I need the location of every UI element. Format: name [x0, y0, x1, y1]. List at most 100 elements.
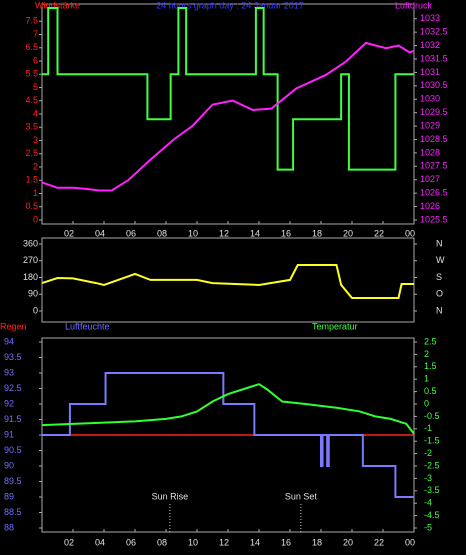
y-axis-label: Luftfeuchte [65, 321, 110, 331]
annotation: Sun Set [285, 491, 318, 501]
y-tick-label: 91 [4, 429, 14, 439]
x-tick-label: 08 [157, 228, 167, 238]
series-line [41, 383, 415, 435]
series-line [41, 264, 414, 299]
x-tick-label: 10 [188, 537, 198, 547]
chart-title: 24 hours graph day : 24 Januar 2017 [156, 0, 304, 10]
series-line [42, 7, 414, 171]
y-tick-label: 360 [23, 238, 38, 248]
y2-tick-label: -2.5 [424, 460, 440, 470]
x-tick-label: 02 [64, 228, 74, 238]
y2-tick-label: -1 [424, 423, 432, 433]
series-line [42, 372, 414, 498]
x-tick-label: 18 [312, 228, 322, 238]
y-tick-label: 92.5 [4, 383, 22, 393]
y2-tick-label: 1029 [420, 120, 440, 130]
y-tick-label: 92 [4, 398, 14, 408]
x-tick-label: 12 [219, 537, 229, 547]
y-tick-label: 90 [4, 460, 14, 470]
y2-tick-label: 1031 [420, 67, 440, 77]
y2-tick-label: O [436, 289, 443, 299]
y2-tick-label: -2 [424, 448, 432, 458]
y2-tick-label: -3 [424, 473, 432, 483]
y2-tick-label: 1027 [420, 174, 440, 184]
x-tick-label: 10 [188, 228, 198, 238]
y2-tick-label: 1032.5 [420, 27, 448, 37]
y-tick-label: 89.5 [4, 476, 22, 486]
y-tick-label: 3 [33, 135, 38, 145]
plot-frame [41, 237, 415, 323]
x-tick-label: 12 [219, 228, 229, 238]
y2-tick-label: 1028 [420, 147, 440, 157]
x-tick-label: 00 [405, 228, 415, 238]
x-tick-label: 16 [281, 228, 291, 238]
y2-tick-label: N [436, 238, 443, 248]
y-axis-label: Windstärke [35, 0, 80, 10]
y2-tick-label: 1028.5 [420, 134, 448, 144]
y2-tick-label: 1026 [420, 201, 440, 211]
y-tick-label: 2 [33, 161, 38, 171]
y2-tick-label: 0.5 [424, 386, 437, 396]
y-tick-label: 88 [4, 522, 14, 532]
x-tick-label: 18 [312, 537, 322, 547]
y2-tick-label: 1032 [420, 40, 440, 50]
y-tick-label: 180 [23, 272, 38, 282]
y-tick-label: 2.5 [25, 148, 38, 158]
y-tick-label: 88.5 [4, 507, 22, 517]
y2-tick-label: 1030.5 [420, 80, 448, 90]
y-tick-label: 94 [4, 336, 14, 346]
y2-tick-label: -0.5 [424, 411, 440, 421]
y-tick-label: 93.5 [4, 352, 22, 362]
y-tick-label: 7 [33, 29, 38, 39]
y-tick-label: 90.5 [4, 445, 22, 455]
y-tick-label: 270 [23, 255, 38, 265]
y2-tick-label: 1 [424, 374, 429, 384]
y2-tick-label: W [436, 255, 445, 265]
y-tick-label: 1.5 [25, 175, 38, 185]
y-tick-label: 3.5 [25, 122, 38, 132]
y2-tick-label: 1.5 [424, 361, 437, 371]
y2-tick-label: 1027.5 [420, 161, 448, 171]
annotation: Sun Rise [152, 491, 189, 501]
x-tick-label: 04 [95, 537, 105, 547]
x-tick-label: 20 [343, 228, 353, 238]
y-tick-label: 90 [28, 289, 38, 299]
x-tick-label: 16 [281, 537, 291, 547]
y2-tick-label: 1033 [420, 13, 440, 23]
y-tick-label: 5.5 [25, 69, 38, 79]
y-tick-label: 0 [33, 305, 38, 315]
y-tick-label: 0.5 [25, 201, 38, 211]
y-tick-label: 0 [33, 214, 38, 224]
y-tick-label: 89 [4, 491, 14, 501]
y2-tick-label: -1.5 [424, 436, 440, 446]
y-tick-label: 6 [33, 55, 38, 65]
x-tick-label: 22 [374, 228, 384, 238]
y-tick-label: 5 [33, 82, 38, 92]
y-tick-label: 6.5 [25, 42, 38, 52]
y2-tick-label: 1026.5 [420, 188, 448, 198]
x-tick-label: 14 [250, 228, 260, 238]
y2-tick-label: 1025.5 [420, 214, 448, 224]
x-tick-label: 00 [405, 537, 415, 547]
y-tick-label: 93 [4, 367, 14, 377]
y2-tick-label: -5 [424, 522, 432, 532]
y-tick-label: 7.5 [25, 16, 38, 26]
y2-tick-label: 0 [424, 398, 429, 408]
x-tick-label: 06 [126, 228, 136, 238]
y2-tick-label: 1030 [420, 94, 440, 104]
y-tick-label: 4 [33, 108, 38, 118]
y2-tick-label: 2 [424, 349, 429, 359]
y2-tick-label: N [436, 305, 443, 315]
x-tick-label: 06 [126, 537, 136, 547]
x-tick-label: 14 [250, 537, 260, 547]
y2-axis-label: Luftdruck [395, 0, 433, 10]
x-tick-label: 22 [374, 537, 384, 547]
y2-axis-label: Temperatur [312, 321, 358, 331]
y2-tick-label: 1031.5 [420, 53, 448, 63]
y-tick-label: 4.5 [25, 95, 38, 105]
rain-label: Regen [0, 321, 27, 331]
y2-tick-label: 2.5 [424, 336, 437, 346]
